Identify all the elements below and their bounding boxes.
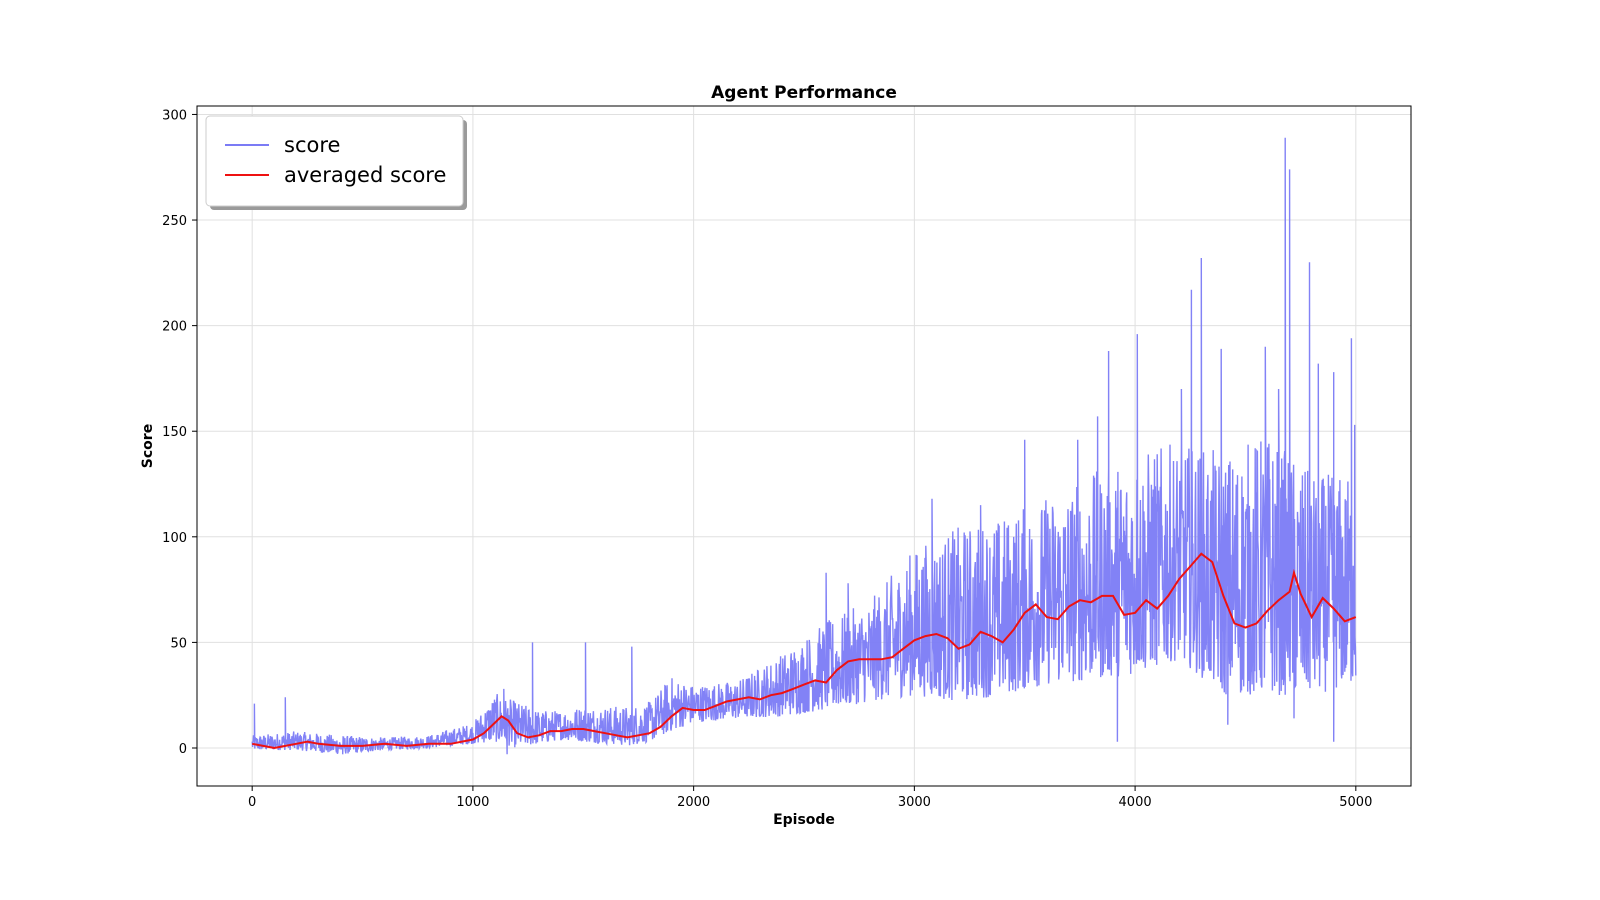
y-tick-label: 200: [162, 320, 187, 335]
plot-frame: [196, 105, 1412, 787]
grid-lines: [197, 106, 1411, 786]
y-tick-label: 150: [162, 425, 187, 440]
legend-box: [205, 115, 464, 207]
x-tick-label: 0: [248, 795, 256, 810]
x-tick-label: 1000: [456, 795, 489, 810]
averaged-score-series-line: [252, 552, 1357, 750]
y-axis: 0 50 100 150 200 250 300: [162, 108, 197, 757]
y-axis-title: Score: [140, 424, 156, 468]
x-axis: 0 1000 2000 3000 4000 5000: [248, 786, 1372, 810]
y-tick-label: 100: [162, 531, 187, 546]
y-tick-label: 0: [179, 742, 187, 757]
legend-averaged-score-label: averaged score: [284, 163, 446, 187]
x-tick-label: 5000: [1339, 795, 1372, 810]
y-tick-label: 50: [170, 636, 187, 651]
y-tick-label: 300: [162, 108, 187, 123]
x-tick-label: 2000: [677, 795, 710, 810]
x-tick-label: 4000: [1119, 795, 1152, 810]
y-tick-label: 250: [162, 214, 187, 229]
x-axis-title: Episode: [773, 812, 835, 828]
legend: score averaged score: [205, 115, 467, 210]
chart-title: Agent Performance: [711, 83, 897, 103]
x-tick-label: 3000: [898, 795, 931, 810]
series-layer: [251, 137, 1357, 755]
legend-score-label: score: [284, 133, 340, 157]
